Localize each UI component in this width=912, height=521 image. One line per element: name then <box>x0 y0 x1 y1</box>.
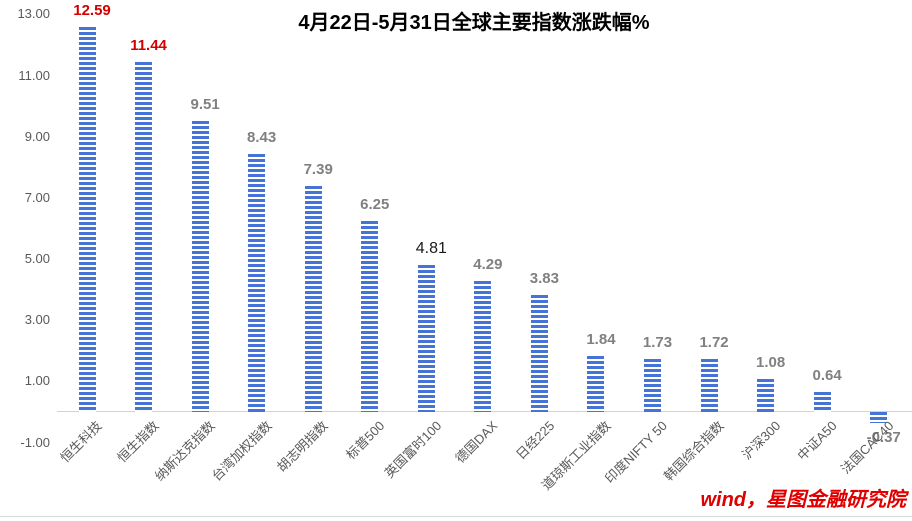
bar-value-label: 8.43 <box>247 129 277 147</box>
bar-value-label: 12.59 <box>73 1 111 19</box>
x-axis-label: 胡志明指数 <box>274 418 331 475</box>
bar <box>304 186 322 412</box>
chart-title: 4月22日-5月31日全球主要指数涨跌幅% <box>298 12 650 34</box>
bar-value-label: 1.84 <box>586 330 616 348</box>
bar <box>644 359 661 412</box>
bar-value-label: -0.37 <box>866 429 901 447</box>
y-axis-tick-label: 5.00 <box>24 251 50 267</box>
bar-value-label: 3.83 <box>529 269 559 287</box>
bar-value-label: 1.72 <box>699 334 729 352</box>
bar-value-label: 0.64 <box>812 367 842 385</box>
bar-value-label: 4.81 <box>415 239 447 257</box>
bar <box>700 359 718 412</box>
x-axis-label: 法国CAC40 <box>837 418 897 477</box>
bar <box>417 264 435 412</box>
bar <box>757 378 775 412</box>
bar-value-label: 6.25 <box>360 195 390 213</box>
bar-value-label: 1.73 <box>642 334 673 352</box>
bar-value-label: 4.29 <box>473 255 503 273</box>
bar <box>135 62 153 412</box>
bar <box>78 26 96 412</box>
x-axis-label: 德国DAX <box>452 418 501 466</box>
bar <box>474 280 492 412</box>
bar <box>361 220 379 412</box>
y-axis-tick-label: 9.00 <box>24 128 50 144</box>
x-axis-label: 台湾加权指数 <box>208 418 275 484</box>
bar <box>587 355 605 412</box>
x-axis-label: 沪深300 <box>738 418 784 463</box>
bar-value-label: 9.51 <box>190 96 220 114</box>
bottom-border-line <box>0 516 912 517</box>
y-axis-tick-label: 11.00 <box>18 67 50 83</box>
x-axis-label: 恒生指数 <box>113 418 162 466</box>
bar-value-label: 7.39 <box>303 161 333 178</box>
bar <box>870 412 888 424</box>
bar <box>813 392 831 412</box>
y-axis-tick-label: -1.00 <box>20 434 50 450</box>
bar <box>530 294 548 412</box>
x-axis-label: 中证A50 <box>794 418 840 464</box>
x-axis-label: 英国富时100 <box>381 418 444 481</box>
x-axis-label: 标普500 <box>343 418 388 463</box>
source-watermark: wind，星图金融研究院 <box>700 489 906 511</box>
y-axis-tick-label: 7.00 <box>24 189 50 205</box>
x-axis-label: 韩国综合指数 <box>660 418 727 484</box>
y-axis-tick-label: 13.00 <box>17 6 50 22</box>
x-axis-label: 日经225 <box>512 418 558 463</box>
y-axis-tick-label: 1.00 <box>24 373 50 389</box>
bar <box>191 121 209 412</box>
bar-value-label: 11.44 <box>130 37 167 55</box>
x-axis-label: 恒生科技 <box>57 418 105 466</box>
bar-value-label: 1.08 <box>755 353 786 371</box>
y-axis-tick-label: 3.00 <box>24 312 50 328</box>
bar <box>248 154 266 412</box>
